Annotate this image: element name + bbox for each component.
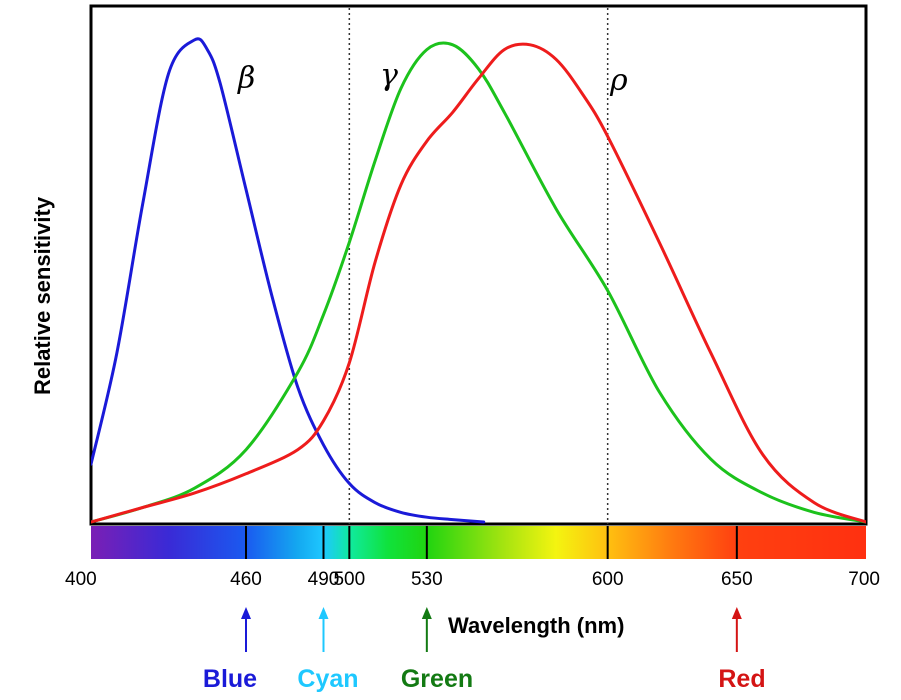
spectrum-bar [91, 526, 866, 559]
blue-arrow-head [241, 607, 251, 619]
y-axis-label: Relative sensitivity [30, 196, 55, 395]
x-tick-label-530: 530 [411, 569, 443, 590]
x-tick-label-600: 600 [592, 569, 624, 590]
x-tick-label-460: 460 [230, 569, 262, 590]
reference-lines [348, 8, 609, 524]
spectrum-tick-marks [245, 526, 738, 559]
red-arrow-head [731, 607, 742, 619]
color-arrows [241, 607, 742, 652]
x-tick-label-650: 650 [721, 569, 753, 590]
plot-area [89, 4, 868, 526]
series-line-rho [91, 42, 866, 524]
x-tick-label-700: 700 [848, 569, 880, 590]
series-layer [91, 37, 866, 524]
cyan-label: Cyan [297, 665, 358, 693]
series-label-gamma: γ [380, 58, 398, 93]
series-label-rho: ρ [609, 63, 628, 98]
x-tick-label-400: 400 [65, 569, 97, 590]
green-arrow-head [421, 607, 432, 619]
blue-label: Blue [203, 665, 257, 693]
color-labels: Blue Cyan Green Red [203, 665, 766, 693]
series-line-beta [91, 37, 486, 524]
x-axis-label: Wavelength (nm) [448, 613, 624, 638]
series-label-beta: β [237, 61, 255, 96]
green-label: Green [401, 665, 473, 693]
x-tick-label-490: 490 [308, 569, 340, 590]
series-line-gamma [91, 41, 866, 524]
x-tick-label-500: 500 [333, 569, 365, 590]
red-label: Red [718, 665, 765, 693]
cyan-arrow-head [318, 607, 329, 619]
